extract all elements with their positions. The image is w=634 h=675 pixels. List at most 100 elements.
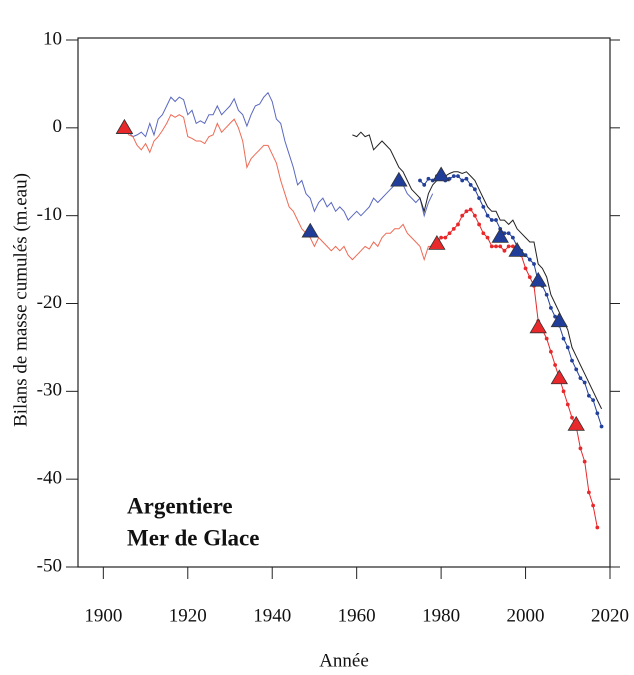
y-tick-label: -40	[37, 468, 62, 489]
x-tick-label: 2000	[507, 605, 545, 626]
data-point	[468, 207, 473, 212]
data-point	[548, 349, 553, 354]
data-point	[481, 231, 486, 236]
data-point	[464, 209, 469, 214]
y-tick-label: -20	[37, 292, 62, 313]
data-point	[451, 226, 456, 231]
triangle-marker	[491, 227, 509, 243]
data-point	[595, 525, 600, 530]
data-point	[489, 244, 494, 249]
x-tick-label: 2020	[591, 605, 629, 626]
y-tick-label: -30	[37, 380, 62, 401]
triangle-marker	[115, 119, 134, 134]
data-point	[506, 231, 511, 236]
data-point	[561, 336, 566, 341]
data-point	[565, 345, 570, 350]
y-tick-label: -50	[37, 555, 62, 576]
triangle-marker	[428, 234, 446, 250]
data-point	[544, 292, 549, 297]
data-point	[578, 376, 583, 381]
data-point	[481, 204, 486, 209]
data-point	[460, 213, 465, 218]
triangle-marker	[529, 318, 547, 334]
data-point	[485, 235, 490, 240]
legend-label: Mer de Glace	[127, 525, 259, 550]
data-point	[527, 275, 532, 280]
data-point	[553, 314, 558, 319]
data-point	[460, 178, 465, 183]
plot-frame	[77, 37, 611, 568]
data-point	[523, 266, 528, 271]
triangle-marker	[432, 166, 450, 182]
series-line	[123, 113, 438, 262]
data-point	[599, 424, 604, 429]
data-point	[498, 244, 503, 249]
x-tick-label: 1920	[169, 605, 207, 626]
x-tick-label: 1980	[422, 605, 460, 626]
data-point	[595, 411, 600, 416]
data-point	[447, 231, 452, 236]
x-axis-label: Année	[319, 650, 369, 671]
data-point	[532, 262, 536, 266]
data-point	[489, 218, 494, 222]
data-point	[468, 183, 473, 187]
y-tick-label: -10	[37, 204, 62, 225]
data-point	[418, 178, 422, 183]
data-point	[570, 415, 574, 420]
data-point	[582, 459, 587, 464]
x-tick-label: 1900	[84, 605, 122, 626]
data-point	[570, 358, 574, 363]
data-point	[578, 446, 583, 451]
data-point	[544, 336, 549, 341]
triangle-marker	[508, 242, 526, 257]
series-line	[124, 91, 434, 221]
data-point	[582, 380, 587, 385]
series-line	[352, 131, 603, 410]
data-point	[472, 187, 477, 192]
data-point	[586, 490, 591, 495]
data-point	[472, 213, 477, 218]
data-point	[591, 503, 596, 508]
x-tick-label: 1940	[253, 605, 291, 626]
data-point	[502, 248, 507, 253]
data-point	[565, 402, 570, 407]
data-point	[443, 235, 448, 240]
y-tick-label: 10	[43, 28, 62, 49]
data-point	[451, 174, 456, 179]
data-point	[422, 183, 427, 187]
data-point	[439, 235, 444, 240]
data-point	[456, 174, 460, 179]
triangle-marker	[301, 222, 319, 238]
series-line	[419, 175, 603, 427]
data-point	[527, 257, 532, 262]
triangle-marker	[390, 171, 408, 187]
data-point	[561, 389, 566, 394]
data-point	[586, 393, 591, 398]
data-point	[494, 218, 498, 222]
triangle-marker	[567, 415, 585, 431]
y-axis-label: Bilans de masse cumulés (m.eau)	[10, 173, 31, 427]
data-point	[506, 244, 511, 249]
data-point	[426, 176, 431, 181]
triangle-marker	[550, 312, 569, 328]
data-point	[477, 196, 482, 201]
data-point	[574, 367, 579, 372]
data-point	[510, 244, 515, 249]
series-line	[436, 208, 598, 528]
x-tick-label: 1960	[338, 605, 376, 626]
data-point	[464, 176, 469, 181]
data-point	[548, 305, 553, 310]
data-point	[510, 235, 515, 240]
data-point	[553, 363, 558, 367]
data-point	[591, 398, 596, 403]
legend-label: Argentiere	[127, 493, 233, 518]
data-point	[477, 222, 482, 227]
triangle-marker	[529, 271, 547, 287]
data-point	[485, 213, 490, 218]
data-point	[494, 244, 498, 249]
data-point	[456, 222, 460, 227]
triangle-marker	[550, 369, 569, 385]
y-tick-label: 0	[53, 116, 63, 137]
